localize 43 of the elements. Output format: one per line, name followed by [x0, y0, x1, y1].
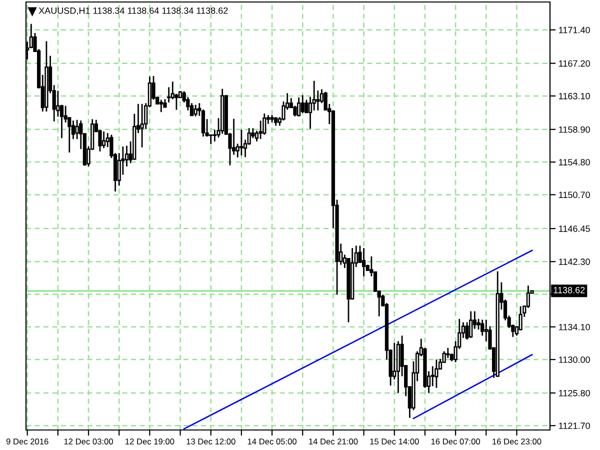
candlestick: [75, 119, 79, 140]
candlestick: [446, 347, 450, 359]
candlestick: [469, 310, 473, 339]
ref-line-label: 1138.62: [554, 286, 585, 294]
y-tick-label: 1150.70: [559, 192, 590, 198]
candlestick: [304, 99, 308, 114]
candlestick: [258, 120, 262, 140]
candlestick: [240, 129, 244, 156]
candlestick: [166, 86, 171, 104]
x-tick-label: 12 Dec 03:00: [64, 438, 113, 444]
x-tick-label: 14 Dec 05:00: [248, 438, 296, 444]
candlestick: [434, 358, 438, 389]
candlestick: [159, 99, 163, 113]
y-tick-label: 1142.30: [559, 258, 590, 265]
y-tick-label: 1158.90: [559, 126, 590, 133]
candlestick: [293, 105, 297, 118]
x-tick-label: 13 Dec 12:00: [186, 438, 236, 444]
candlestick: [140, 103, 144, 148]
candlestick: [209, 134, 213, 145]
candlestick: [174, 93, 178, 111]
y-tick-label: 1134.10: [559, 324, 590, 330]
candlestick: [262, 112, 266, 136]
candlestick: [316, 90, 320, 112]
candlestick: [194, 104, 198, 118]
candlestick: [296, 96, 301, 118]
text: XAUUSD,H1 1138.34 1138.64 1138.34 1138.62: [38, 7, 228, 15]
y-tick-label: 1146.45: [559, 226, 590, 232]
y-tick-label: 1171.40: [559, 26, 590, 34]
x-tick-label: 16 Dec 07:00: [431, 438, 480, 444]
candlestick: [300, 94, 304, 114]
x-tick-label: 12 Dec 19:00: [126, 438, 174, 444]
x-tick-label: 15 Dec 14:00: [370, 438, 419, 444]
y-tick-label: 1125.80: [559, 390, 590, 396]
y-tick-label: 1121.70: [559, 422, 590, 429]
x-tick-label: 16 Dec 23:00: [492, 438, 542, 444]
y-tick-label: 1163.10: [559, 92, 590, 100]
x-tick-label: 14 Dec 21:00: [309, 438, 358, 444]
candlestick: [362, 247, 366, 278]
y-tick-label: 1130.00: [559, 356, 590, 363]
y-tick-label: 1154.80: [559, 159, 590, 166]
candlestick: [102, 130, 106, 149]
y-tick-label: 1167.20: [559, 60, 590, 67]
x-tick-label: 9 Dec 2016: [6, 438, 48, 444]
